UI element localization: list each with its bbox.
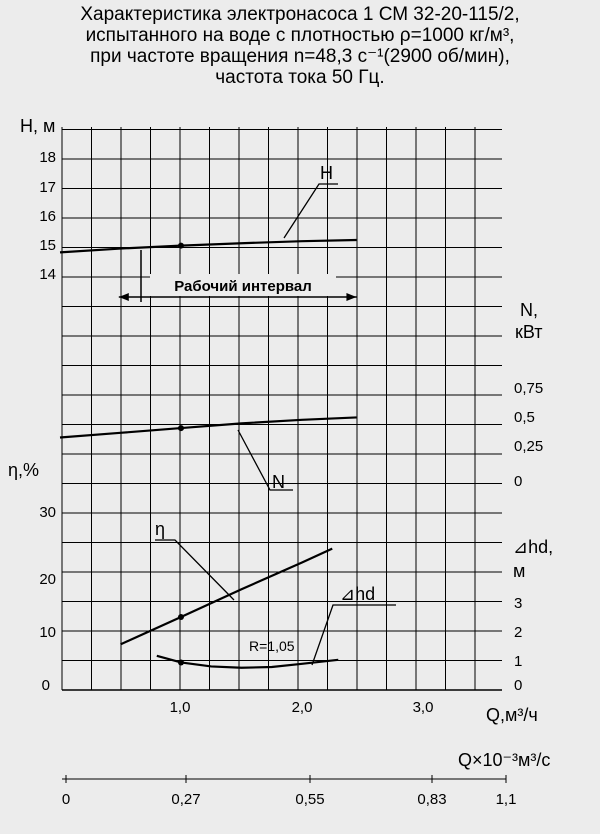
- h-tick-label: 15: [39, 237, 56, 254]
- n-tick-label: 0: [514, 473, 522, 490]
- h-tick-label: 17: [39, 179, 56, 196]
- dhd-axis-title-line-1: ⊿hd,: [513, 537, 553, 557]
- n-axis-title-line-1: N,: [520, 300, 538, 320]
- h-axis-title: H, м: [20, 116, 55, 136]
- series-marker-dhd: [178, 659, 184, 666]
- series-marker-N: [178, 425, 184, 432]
- dhd-tick-label: 0: [514, 677, 522, 694]
- dhd-leader-line: [311, 604, 396, 666]
- dhd-tick-label: 3: [514, 595, 522, 612]
- q-tick-label: 2,0: [292, 699, 313, 716]
- dhd-axis-title-line-2: м: [513, 561, 525, 581]
- interval-arrowhead-left: [118, 293, 129, 301]
- dhd-curve-label: ⊿hd: [340, 584, 375, 604]
- title-line-2: испытанного на воде с плотностью ρ=1000 …: [85, 25, 515, 46]
- h-tick-label: 18: [39, 149, 56, 166]
- eta-tick-label: 20: [39, 571, 56, 588]
- interval-arrowhead-right: [346, 293, 357, 301]
- series-line-N: [59, 416, 357, 439]
- series-marker-eta: [178, 614, 184, 621]
- eta-axis-title: η,%: [8, 460, 39, 480]
- axis-labels: H, м N, кВт η,% ⊿hd, м Q,м³/ч Q×10⁻³м³/с…: [8, 116, 553, 808]
- title-line-3: при частоте вращения n=48,3 с⁻¹(2900 об/…: [90, 46, 510, 67]
- dhd-tick-label: 1: [514, 653, 522, 670]
- n-tick-label: 0,5: [514, 409, 535, 426]
- n-tick-label: 0,75: [514, 380, 543, 397]
- series-line-eta: [120, 547, 333, 646]
- series-line-H: [59, 238, 357, 254]
- n-tick-label: 0,25: [514, 438, 543, 455]
- q2-tick-label: 0,27: [171, 791, 200, 808]
- h-tick-label: 16: [39, 208, 56, 225]
- eta-leader-line: [155, 539, 235, 601]
- title-line-4: частота тока 50 Гц.: [215, 67, 385, 88]
- n-curve-label: N: [272, 472, 285, 492]
- q2-tick-label: 0,83: [417, 791, 446, 808]
- dhd-tick-label: 2: [514, 624, 522, 641]
- q2-tick-label: 1,1: [496, 791, 517, 808]
- grid: [61, 127, 507, 783]
- q2-tick-label: 0: [62, 791, 70, 808]
- eta-tick-label: 0: [42, 677, 50, 694]
- curves: [59, 183, 396, 669]
- title-line-1: Характеристика электронасоса 1 СМ 32-20-…: [80, 4, 520, 25]
- q-axis-title: Q,м³/ч: [486, 705, 538, 725]
- n-axis-title-line-2: кВт: [515, 322, 543, 342]
- n-leader-line: [237, 429, 293, 491]
- q-tick-label: 3,0: [413, 699, 434, 716]
- q-tick-label: 1,0: [170, 699, 191, 716]
- working-interval-label: Рабочий интервал: [174, 278, 312, 295]
- eta-tick-label: 30: [39, 504, 56, 521]
- series-marker-H: [178, 242, 184, 249]
- eta-tick-label: 10: [39, 624, 56, 641]
- h-tick-label: 14: [39, 266, 56, 283]
- r-label: R=1,05: [249, 638, 295, 654]
- h-leader-line: [283, 183, 338, 239]
- q2-axis-title: Q×10⁻³м³/с: [458, 750, 550, 770]
- eta-curve-label: η: [155, 519, 165, 539]
- q2-tick-label: 0,55: [295, 791, 324, 808]
- h-curve-label: H: [320, 163, 333, 183]
- series-line-dhd: [156, 654, 339, 669]
- chart-title: Характеристика электронасоса 1 СМ 32-20-…: [0, 4, 600, 88]
- interval-label-bg: [150, 274, 336, 296]
